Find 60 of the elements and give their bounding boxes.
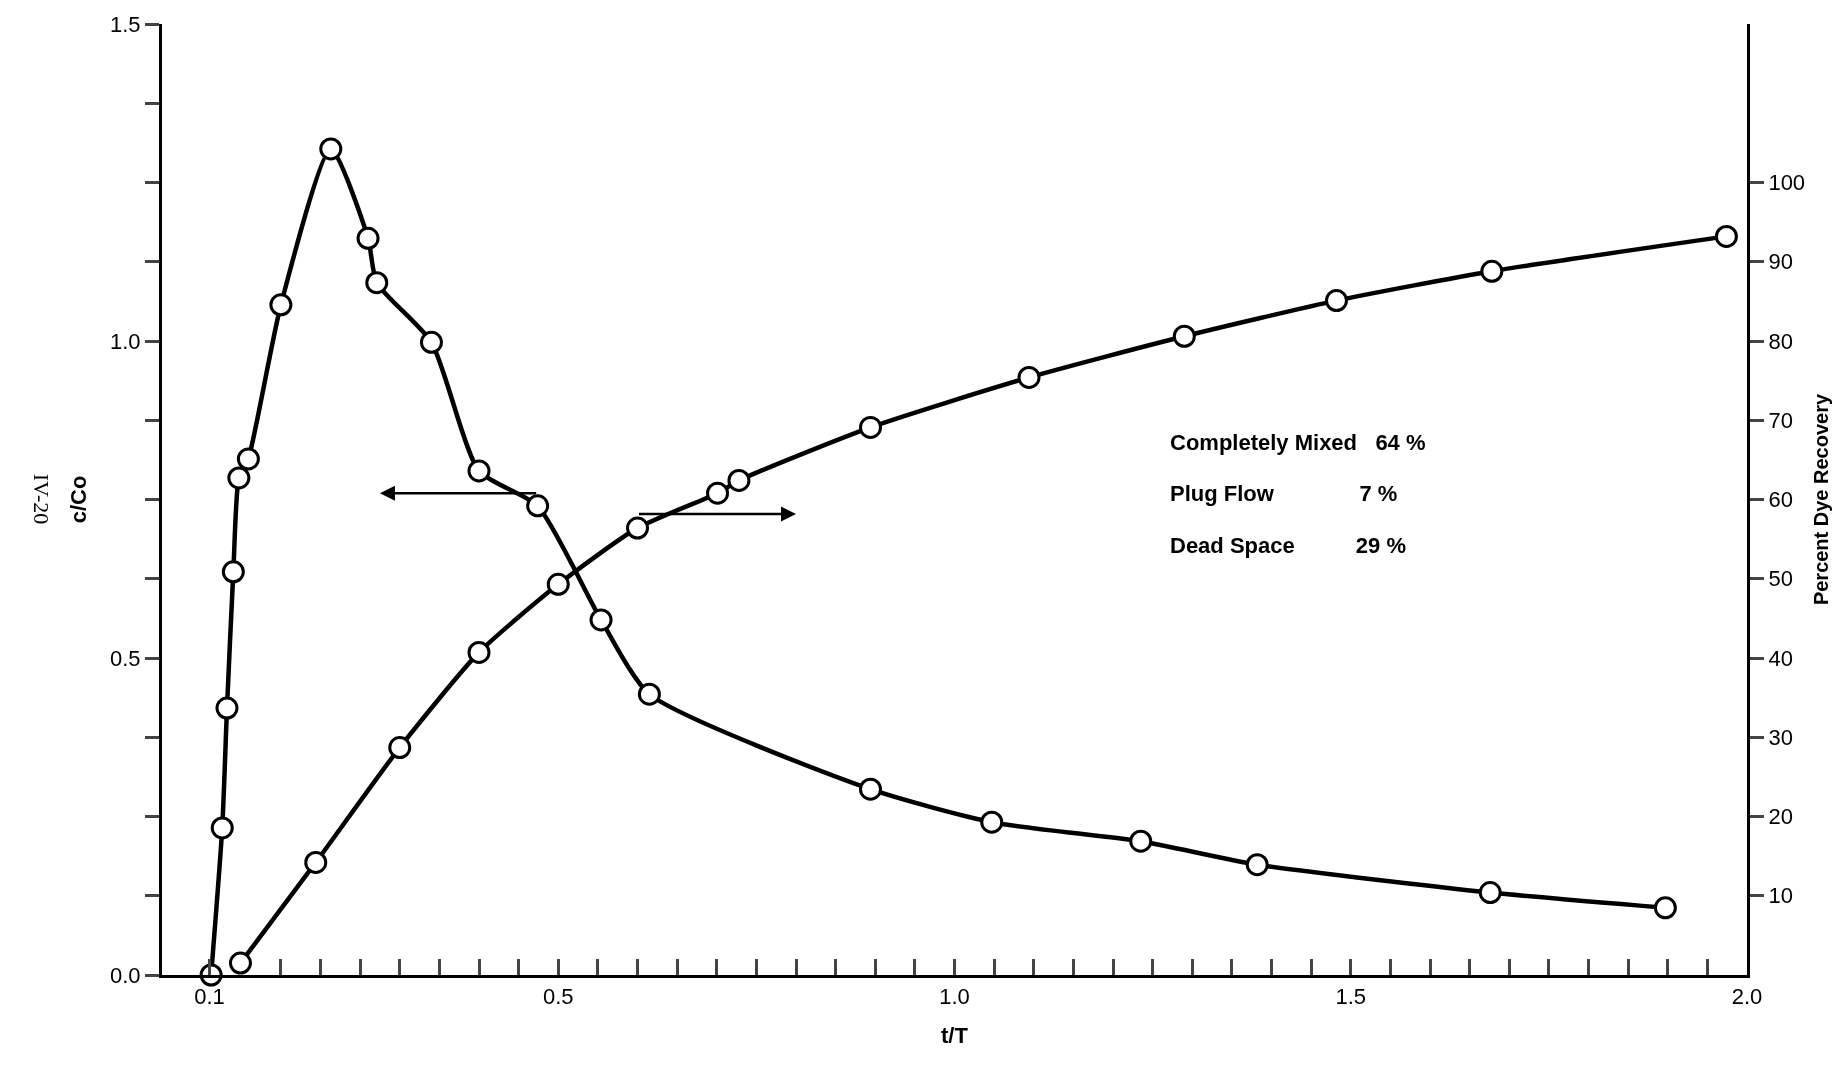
point <box>236 447 260 471</box>
point <box>304 850 328 874</box>
x-tick-label: 1.0 <box>939 984 970 1010</box>
point <box>980 810 1004 834</box>
x-axis-title: t/T <box>941 1023 969 1049</box>
point <box>727 468 751 492</box>
point <box>467 459 491 483</box>
point <box>388 736 412 760</box>
point <box>589 608 613 632</box>
point <box>1245 853 1269 877</box>
point <box>1172 324 1196 348</box>
y2-tick-label: 50 <box>1768 566 1793 592</box>
point <box>356 226 380 250</box>
point <box>1324 289 1348 313</box>
text: IV-20 <box>29 473 55 525</box>
y-tick-label: 0.0 <box>110 962 141 988</box>
point <box>221 560 245 584</box>
annotation: Dead Space 29 % <box>1170 533 1406 558</box>
point <box>1714 224 1738 248</box>
point <box>1017 365 1041 389</box>
y2-tick-label: 10 <box>1768 883 1793 909</box>
point <box>228 951 252 975</box>
point <box>626 516 649 540</box>
point <box>526 494 550 518</box>
y-tick-label: 1.5 <box>110 11 141 37</box>
point <box>215 696 239 720</box>
y-axis-title: c/Co <box>65 475 91 524</box>
point <box>227 466 251 490</box>
point <box>467 640 491 664</box>
point <box>419 330 443 354</box>
y-tick-label: 1.0 <box>110 328 141 354</box>
point <box>365 271 389 295</box>
y2-tick-label: 70 <box>1768 407 1793 433</box>
y2-tick-label: 90 <box>1768 249 1793 275</box>
point <box>546 572 570 596</box>
point <box>859 415 882 439</box>
x-tick-label: 0.5 <box>542 984 574 1010</box>
point <box>269 293 293 317</box>
y2-axis-title: Percent Dye Recovery <box>1809 393 1832 606</box>
y2-tick-label: 40 <box>1768 645 1793 671</box>
x-tick-label: 2.0 <box>1731 984 1763 1010</box>
point <box>319 137 343 161</box>
y2-tick-label: 20 <box>1768 804 1793 830</box>
point <box>1478 881 1502 905</box>
annotation: Plug Flow 7 % <box>1170 481 1398 506</box>
point <box>1129 829 1153 853</box>
annotation: Completely Mixed 64 % <box>1170 430 1426 455</box>
point <box>637 682 661 706</box>
y-tick-label: 0.5 <box>110 645 141 671</box>
point <box>1653 896 1677 920</box>
point <box>859 777 882 801</box>
point <box>1480 259 1504 283</box>
x-tick-label: 1.5 <box>1335 984 1367 1010</box>
x-tick-label: 0.1 <box>194 984 225 1010</box>
y2-tick-label: 60 <box>1768 487 1793 513</box>
y2-tick-label: 30 <box>1768 724 1793 750</box>
point <box>210 816 234 840</box>
y2-tick-label: 80 <box>1768 328 1793 354</box>
y2-tick-label: 100 <box>1768 170 1806 196</box>
point <box>706 481 730 505</box>
